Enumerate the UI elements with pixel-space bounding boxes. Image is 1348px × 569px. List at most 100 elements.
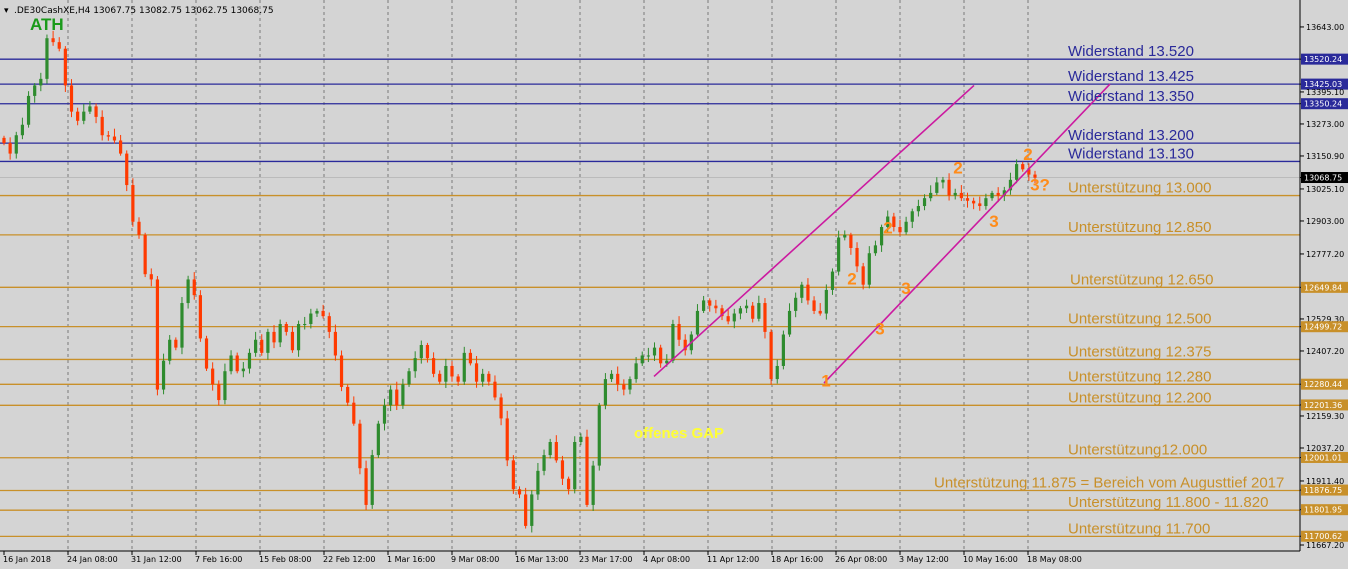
current-price-label: 13068.75 — [1304, 174, 1342, 183]
candle-body — [837, 237, 841, 272]
candle-body — [941, 179, 945, 183]
price-tag-label: 12001.01 — [1304, 453, 1342, 462]
candle-body — [487, 373, 491, 382]
candle-body — [174, 339, 178, 348]
candle-body — [481, 373, 485, 382]
price-tag-label: 13520.24 — [1304, 55, 1342, 64]
time-label: 15 Feb 08:00 — [259, 555, 311, 564]
current-price-box — [1301, 172, 1348, 184]
time-label: 1 Mar 16:00 — [387, 555, 435, 564]
wave-label: 3 — [875, 320, 884, 339]
candle-body — [57, 42, 61, 49]
price-label: 13273.00 — [1306, 120, 1344, 129]
candle-body — [303, 324, 307, 326]
candle-body — [849, 234, 853, 248]
time-label: 7 Feb 16:00 — [195, 555, 242, 564]
chart-header: ▾ .DE30CashXE,H4 13067.75 13082.75 13062… — [4, 6, 274, 16]
time-label: 16 Mar 13:00 — [515, 555, 568, 564]
candle-body — [990, 192, 994, 199]
candle-body — [916, 206, 920, 212]
candle-body — [499, 397, 503, 419]
candle-body — [204, 338, 209, 369]
candle-body — [972, 200, 976, 204]
candle-body — [94, 106, 98, 117]
price-label: 13025.10 — [1306, 185, 1344, 194]
candle-body — [223, 371, 227, 401]
price-tag-box — [1301, 451, 1348, 463]
candle-body — [886, 216, 890, 228]
candle-body — [290, 331, 295, 351]
candle-body — [229, 355, 233, 372]
candle-body — [579, 436, 583, 443]
candle-body — [873, 245, 878, 254]
price-tag-label: 11876.75 — [1304, 486, 1342, 495]
candle-body — [775, 365, 779, 380]
header-triangle-icon: ▾ — [4, 6, 9, 16]
candle-body — [806, 284, 810, 301]
candle-body — [511, 460, 515, 490]
candle-body — [892, 216, 896, 228]
channel-upper-line — [653, 84, 975, 378]
plot-background — [0, 0, 1300, 551]
price-tag-label: 12499.72 — [1304, 323, 1342, 332]
candle-body — [321, 310, 325, 317]
time-label: 26 Apr 08:00 — [835, 555, 887, 564]
candle-body — [824, 289, 828, 314]
candle-body — [493, 381, 497, 398]
candle-body — [419, 344, 423, 359]
level-label: Widerstand 13.130 — [1068, 145, 1194, 162]
level-label: Widerstand 13.200 — [1068, 127, 1194, 144]
candle-body — [456, 376, 460, 382]
time-label: 23 Mar 17:00 — [579, 555, 632, 564]
wave-labels: 1 2 3 2 3 2 3 2 3? — [821, 145, 1050, 390]
candle-body — [922, 198, 927, 207]
candle-body — [616, 373, 620, 385]
price-tag-box — [1301, 321, 1348, 333]
candle-body — [272, 331, 276, 343]
time-label: 3 May 12:00 — [899, 555, 949, 564]
candle-body — [266, 331, 270, 353]
time-label: 18 May 08:00 — [1027, 555, 1082, 564]
candle-body — [634, 363, 638, 380]
candle-body — [585, 436, 589, 505]
candle-body — [20, 124, 25, 136]
price-tag-label: 13425.03 — [1304, 80, 1342, 89]
gap-label: offenes GAP — [634, 425, 724, 442]
level-label: Unterstützung 11.800 - 11.820 — [1068, 494, 1268, 511]
candle-body — [309, 313, 313, 325]
candle-body — [978, 203, 982, 207]
candle-body — [517, 489, 522, 495]
wave-label: 1 — [821, 371, 830, 390]
candle-body — [407, 371, 411, 385]
candle-body — [622, 384, 626, 390]
candle-body — [910, 211, 914, 222]
ath-label: ATH — [30, 15, 64, 34]
candle-body — [241, 368, 245, 372]
candle-body — [597, 405, 601, 466]
candle-body — [554, 442, 558, 461]
candle-body — [462, 352, 466, 382]
level-label: Unterstützung12.000 — [1068, 442, 1207, 459]
time-label: 24 Jan 08:00 — [67, 555, 118, 564]
candle-body — [505, 418, 509, 461]
candle-body — [278, 324, 282, 343]
candle-body — [192, 279, 196, 296]
candle-body — [315, 310, 319, 314]
candle-body — [125, 153, 129, 186]
level-labels: Widerstand 13.520 Widerstand 13.425 Widers… — [934, 43, 1284, 537]
level-label: Widerstand 13.425 — [1068, 68, 1194, 85]
price-label: 12407.20 — [1306, 347, 1344, 356]
candle-body — [69, 85, 74, 112]
wave-label: 3 — [901, 279, 910, 298]
time-label: 9 Mar 08:00 — [451, 555, 499, 564]
candle-body — [965, 198, 970, 201]
level-label: Unterstützung 13.000 — [1068, 180, 1211, 197]
price-label: 12777.20 — [1306, 250, 1344, 259]
candle-body — [112, 136, 117, 141]
candle-body — [131, 185, 135, 222]
candle-body — [284, 324, 288, 332]
candle-body — [984, 198, 988, 207]
